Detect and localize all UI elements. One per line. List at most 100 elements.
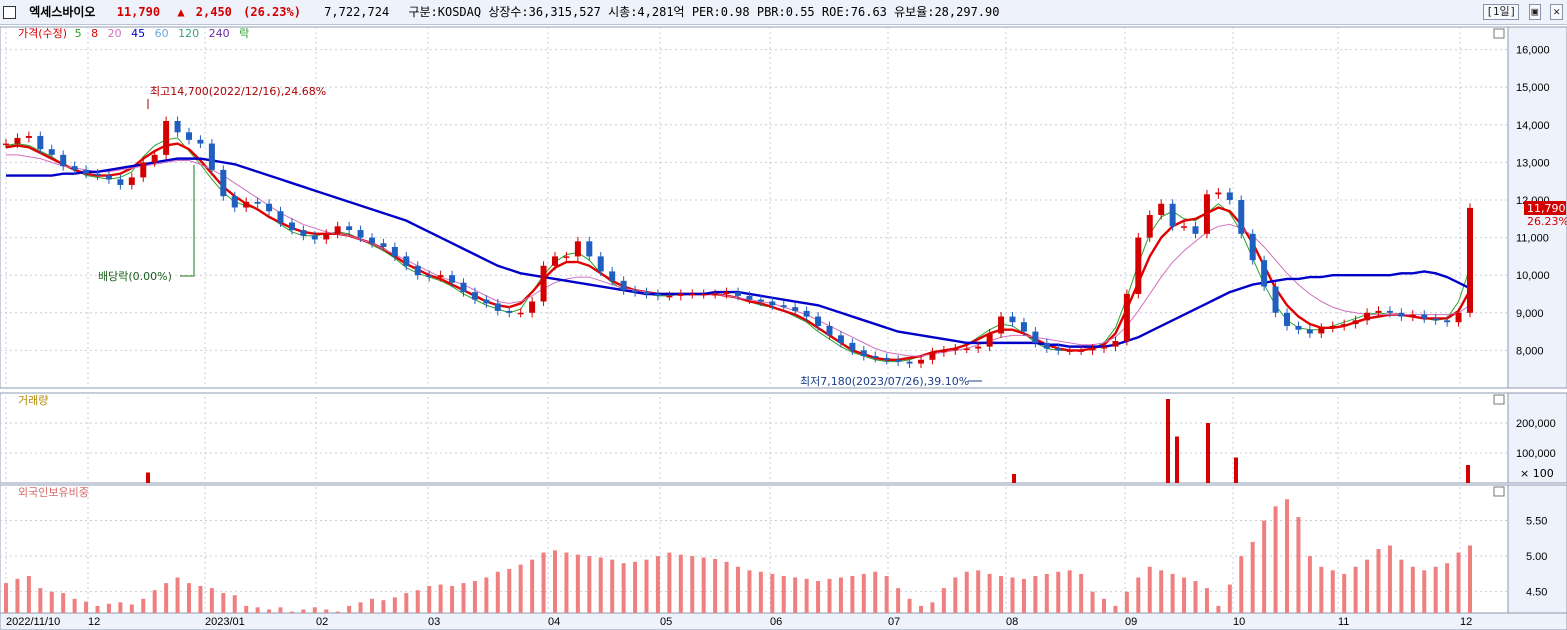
candle-body [1432,318,1439,321]
foreign-bar [1113,605,1118,613]
panel-menu-icon [1493,486,1505,497]
candle-body [128,177,135,185]
volume-unit-label: × 100 [1520,467,1554,480]
candle-body [300,230,307,236]
maximize-icon[interactable]: ▣ [1528,4,1542,20]
candle-body [231,196,238,208]
foreign-bar [667,552,672,613]
foreign-bar [1445,563,1450,613]
foreign-bar [392,597,397,613]
candle-body [1249,233,1256,261]
period-button[interactable]: [1일] [1483,4,1520,20]
candle-body [757,299,764,302]
foreign-bar [1468,545,1472,613]
volume-bar [1466,465,1470,483]
foreign-bar [198,585,203,613]
foreign-bar [1147,566,1152,613]
candle-body [288,222,295,231]
candle-body [494,303,501,311]
foreign-bar [507,568,512,613]
foreign-bar [610,559,615,613]
candle-body [677,293,684,296]
candle-body [1467,207,1473,313]
foreign-bar [427,585,432,613]
candle-body [471,292,478,300]
foreign-bar [1285,499,1289,613]
x-tick-label: 10 [1233,616,1245,628]
candle-body [1261,260,1268,287]
candle-body [437,275,444,278]
foreign-bar [152,590,157,613]
x-tick-label: 05 [660,616,672,628]
candle-body [357,230,364,238]
foreign-bar [1056,571,1061,613]
foreign-panel-axis-bg [1507,484,1567,614]
candle-body [1112,340,1119,347]
panel-legends: 가격(수정) 5 8 20 45 60 120 240 락 거래량 외국인보유비… [18,27,1554,499]
foreign-bar [861,573,866,613]
foreign-bar [1044,573,1049,613]
legend-ma8: 8 [91,27,98,40]
candle-body [140,162,147,178]
foreign-bar [1262,520,1267,613]
low-annotation: 최저7,180(2023/07/26),39.10% [800,375,969,388]
last-pct-text: 26.23% [1527,215,1567,228]
candle-body [940,350,947,353]
foreign-bar [26,576,31,613]
x-tick-label: 03 [428,616,440,628]
foreign-bar [1410,566,1415,613]
foreign-bar [164,583,169,613]
candle-body [1375,310,1382,313]
foreign-bar [175,577,180,613]
foreign-bar [1079,573,1084,613]
foreign-bar [1250,541,1255,613]
candle-body [186,132,192,140]
dividend-marker-line [180,165,195,277]
foreign-bar [1376,549,1381,613]
candle-body [346,226,353,231]
candle-body [391,246,398,257]
stock-header-bar: 엑세스바이오 11,790 ▲ 2,450 (26.23%) 7,722,724… [0,0,1567,25]
candle-body [277,211,284,223]
foreign-bar [1227,584,1232,613]
price-tick-label: 13,000 [1516,157,1550,169]
candle-body [14,137,21,144]
foreign-bar [289,611,294,613]
price-legend: 가격(수정) 5 8 20 45 60 120 240 락 [18,27,249,40]
candle-body [1043,342,1050,349]
foreign-bar [896,588,901,613]
foreign-bar [1319,566,1324,613]
candle-body [654,293,661,296]
foreign-bar [541,552,546,613]
foreign-bar [1422,570,1427,613]
legend-ma20: 20 [108,27,122,40]
foreign-bar [1010,577,1015,613]
foreign-bar [129,604,134,613]
foreign-bar [84,601,89,613]
foreign-bar [690,556,695,613]
foreign-bar [1204,588,1209,613]
foreign-tick-label: 5.00 [1526,551,1547,563]
x-tick-label: 12 [1460,616,1472,628]
candle-body [220,169,227,197]
foreign-bar [1330,570,1335,613]
foreign-bar [964,571,969,613]
volume-tick-label: 200,000 [1516,418,1556,430]
foreign-bar [1136,577,1141,613]
foreign-bar [415,590,420,613]
foreign-bar [530,559,535,613]
foreign-bar [587,556,592,613]
foreign-bar [1216,605,1221,613]
stock-name[interactable]: 엑세스바이오 [29,5,96,19]
candle-body [883,357,890,360]
close-icon[interactable]: ✕ [1550,4,1563,20]
candle-body [1020,322,1027,332]
candle-body [426,275,433,278]
foreign-bar [518,564,523,613]
foreign-bar [644,559,649,613]
volume-bar [1206,423,1210,483]
foreign-bar [1342,573,1347,613]
stock-chart[interactable]: 최고14,700(2022/12/16),24.68% 배당락(0.00%) 최… [0,25,1567,630]
candle-body [1352,320,1359,325]
select-checkbox[interactable] [3,6,16,19]
